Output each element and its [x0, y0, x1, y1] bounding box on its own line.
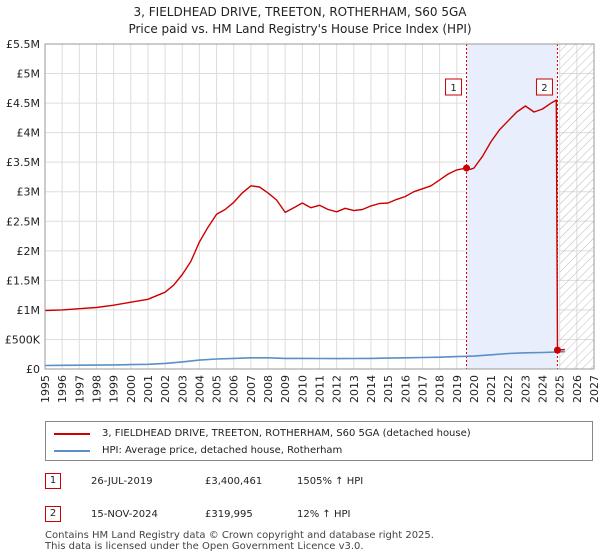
x-tick-label: 1999	[108, 375, 121, 403]
series-hpi-line	[44, 350, 565, 367]
x-tick-label: 1995	[39, 375, 52, 403]
y-tick-label: £3M	[17, 186, 41, 199]
chart-title: 3, FIELDHEAD DRIVE, TREETON, ROTHERHAM, …	[0, 4, 600, 38]
legend-label-hpi: HPI: Average price, detached house, Roth…	[102, 445, 343, 456]
footer-line1: Contains HM Land Registry data © Crown c…	[45, 530, 434, 541]
chart-title-line1: 3, FIELDHEAD DRIVE, TREETON, ROTHERHAM, …	[133, 5, 467, 19]
x-tick-label: 2016	[399, 375, 412, 403]
legend: 3, FIELDHEAD DRIVE, TREETON, ROTHERHAM, …	[45, 421, 593, 461]
x-tick-label: 2010	[296, 375, 309, 403]
x-tick-label: 2026	[571, 375, 584, 403]
footer-line2: This data is licensed under the Open Gov…	[45, 541, 364, 552]
plot-frame	[44, 43, 595, 370]
transaction-point	[553, 346, 561, 354]
x-tick-label: 2000	[125, 375, 138, 403]
y-tick-label: £4.5M	[6, 97, 40, 110]
transaction-label: 2	[541, 83, 547, 94]
x-tick-label: 2022	[502, 375, 515, 403]
transaction-number: 2	[45, 506, 61, 522]
x-tick-label: 1996	[56, 375, 69, 403]
series-property-line	[44, 99, 565, 351]
x-tick-label: 2021	[485, 375, 498, 403]
legend-swatch-hpi	[54, 450, 90, 452]
x-tick-label: 2012	[331, 375, 344, 403]
y-tick-label: £4M	[17, 127, 41, 140]
x-tick-label: 2024	[537, 375, 550, 403]
x-tick-label: 1998	[90, 375, 103, 403]
y-tick-label: £1.5M	[6, 274, 40, 287]
x-tick-label: 2005	[211, 375, 224, 403]
transaction-date: 15-NOV-2024	[91, 509, 158, 520]
transaction-date: 26-JUL-2019	[91, 476, 153, 487]
transaction-label: 1	[450, 83, 456, 94]
x-tick-label: 2001	[142, 375, 155, 403]
y-tick-label: £2M	[17, 245, 41, 258]
legend-swatch-property	[54, 433, 90, 435]
transaction-label-box	[445, 78, 463, 96]
x-tick-label: 2027	[588, 375, 600, 403]
transaction-hpi: 1505% ↑ HPI	[297, 476, 364, 487]
transaction-hpi: 12% ↑ HPI	[297, 509, 351, 520]
x-tick-label: 2014	[365, 375, 378, 403]
x-tick-label: 2019	[451, 375, 464, 403]
x-tick-label: 2013	[348, 375, 361, 403]
highlight-range	[466, 44, 558, 369]
x-tick-label: 2011	[314, 375, 327, 403]
legend-label-property: 3, FIELDHEAD DRIVE, TREETON, ROTHERHAM, …	[102, 428, 471, 439]
y-tick-label: £3.5M	[6, 156, 40, 169]
y-tick-label: £1M	[17, 304, 41, 317]
x-tick-label: 2002	[159, 375, 172, 403]
chart-title-line2: Price paid vs. HM Land Registry's House …	[128, 22, 472, 36]
x-tick-label: 1997	[73, 375, 86, 403]
y-tick-label: £5M	[17, 68, 41, 81]
x-tick-label: 2025	[554, 375, 567, 403]
transaction-price: £319,995	[205, 509, 253, 520]
forecast-hatch	[559, 44, 594, 369]
x-tick-label: 2023	[519, 375, 532, 403]
chart-area: £0 £500K £1M £1.5M £2M £2.5M £3M £3.5M £4M £4.5M £…	[5, 38, 600, 403]
y-tick-label: £5.5M	[6, 38, 40, 51]
footer: Contains HM Land Registry data © Crown c…	[45, 530, 434, 552]
y-tick-label: £500K	[5, 333, 41, 346]
y-tick-label: £0	[26, 363, 40, 376]
y-tick-label: £2.5M	[6, 215, 40, 228]
transaction-number: 1	[45, 473, 61, 489]
x-tick-label: 2008	[262, 375, 275, 403]
x-tick-label: 2006	[228, 375, 241, 403]
x-tick-label: 2009	[279, 375, 292, 403]
x-tick-label: 2020	[468, 375, 481, 403]
transaction-point	[463, 164, 471, 172]
x-tick-label: 2017	[416, 375, 429, 403]
x-tick-label: 2018	[434, 375, 447, 403]
x-tick-label: 2015	[382, 375, 395, 403]
transaction-label-box	[535, 78, 553, 96]
x-tick-label: 2007	[245, 375, 258, 403]
x-tick-label: 2004	[193, 375, 206, 403]
x-tick-label: 2003	[176, 375, 189, 403]
transaction-price: £3,400,461	[205, 476, 263, 487]
